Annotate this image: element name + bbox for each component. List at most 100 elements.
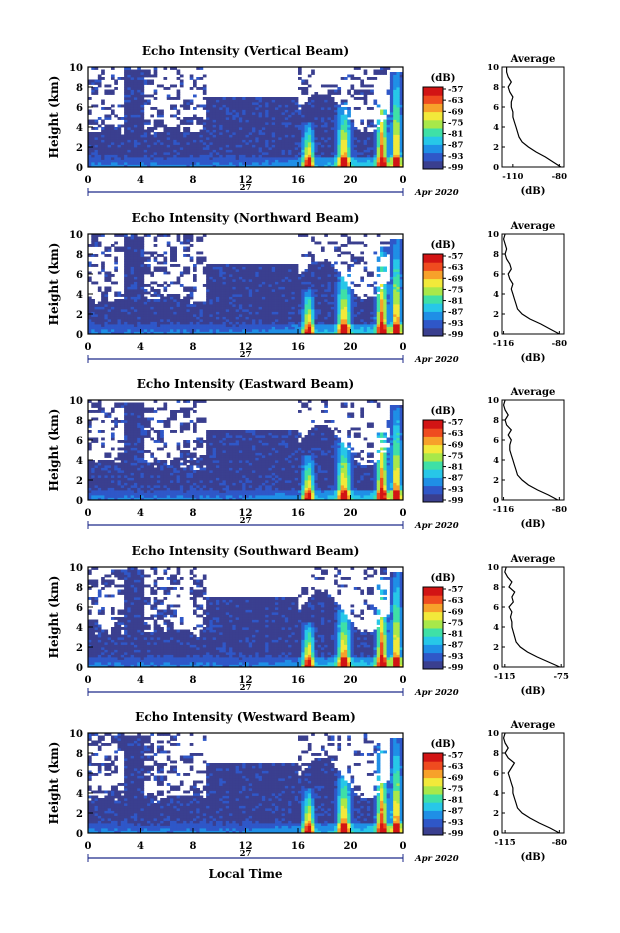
heatmap-cell [367,142,371,145]
heatmap-cell [252,327,256,330]
heatmap-cell [134,242,138,245]
heatmap-cell [223,137,227,140]
heatmap-cell [160,262,164,265]
heatmap-cell [324,292,328,295]
heatmap-cell [177,314,181,317]
heatmap-cell [236,269,240,272]
heatmap-cell [183,309,187,312]
heatmap-cell [101,324,105,327]
heatmap-cell [328,100,332,103]
heatmap-cell [337,115,341,118]
heatmap-cell [275,317,279,320]
heatmap-cell [337,90,341,93]
heatmap-cell [183,312,187,315]
heatmap-cell [377,135,381,138]
heatmap-cell [114,242,118,245]
heatmap-cell [259,277,263,280]
heatmap-cell [347,324,351,327]
heatmap-cell [111,314,115,317]
heatmap-cell [219,294,223,297]
heatmap-cell [308,102,312,105]
heatmap-cell [295,130,299,133]
heatmap-cell [114,282,118,285]
heatmap-cell [232,150,236,153]
heatmap-cell [186,254,190,257]
heatmap-cell [301,147,305,150]
heatmap-cell [98,304,102,307]
heatmap-cell [285,137,289,140]
heatmap-cell [278,105,282,108]
heatmap-cell [226,160,230,163]
heatmap-cell [259,155,263,158]
heatmap-cell [318,142,322,145]
heatmap-cell [91,282,95,285]
heatmap-cell [344,100,348,103]
heatmap-cell [216,145,220,148]
heatmap-cell [216,160,220,163]
heatmap-cell [311,257,315,260]
heatmap-cell [124,162,128,165]
heatmap-cell [108,317,112,320]
heatmap-cell [393,157,397,160]
heatmap-cell [259,304,263,307]
heatmap-cell [167,307,171,310]
heatmap-cell [291,145,295,148]
heatmap-cell [291,274,295,277]
heatmap-cell [101,269,105,272]
heatmap-cell [308,85,312,88]
heatmap-cell [314,317,318,320]
heatmap-cell [127,324,131,327]
heatmap-cell [154,252,158,255]
heatmap-cell [393,140,397,143]
heatmap-cell [134,140,138,143]
heatmap-cell [219,319,223,322]
heatmap-cell [396,135,400,138]
heatmap-cell [268,140,272,143]
heatmap-cell [190,237,194,240]
heatmap-cell [242,284,246,287]
heatmap-cell [341,162,345,165]
heatmap-cell [328,294,332,297]
heatmap-cell [137,145,141,148]
heatmap-cell [144,297,148,300]
heatmap-cell [344,324,348,327]
heatmap-cell [265,284,269,287]
heatmap-cell [150,155,154,158]
heatmap-cell [157,112,161,115]
heatmap-cell [242,312,246,315]
heatmap-cell [229,102,233,105]
heatmap-cell [351,155,355,158]
heatmap-cell [160,142,164,145]
heatmap-cell [360,314,364,317]
heatmap-cell [154,127,158,130]
heatmap-cell [367,299,371,302]
heatmap-cell [259,294,263,297]
heatmap-cell [219,150,223,153]
heatmap-cell [226,322,230,325]
heatmap-cell [114,292,118,295]
heatmap-cell [308,324,312,327]
heatmap-cell [104,162,108,165]
heatmap-cell [229,97,233,100]
heatmap-cell [370,274,374,277]
heatmap-cell [341,110,345,113]
heatmap-cell [341,107,345,110]
heatmap-cell [354,257,358,260]
heatmap-cell [147,150,151,153]
heatmap-cell [331,112,335,115]
heatmap-cell [347,292,351,295]
heatmap-cell [232,297,236,300]
heatmap-cell [147,82,151,85]
heatmap-cell [262,117,266,120]
heatmap-cell [236,307,240,310]
heatmap-cell [180,242,184,245]
heatmap-cell [246,307,250,310]
heatmap-cell [377,122,381,125]
heatmap-cell [154,239,158,242]
heatmap-cell [157,267,161,270]
heatmap-cell [141,160,145,163]
heatmap-cell [137,117,141,120]
heatmap-cell [91,299,95,302]
heatmap-cell [180,162,184,165]
heatmap-cell [275,304,279,307]
